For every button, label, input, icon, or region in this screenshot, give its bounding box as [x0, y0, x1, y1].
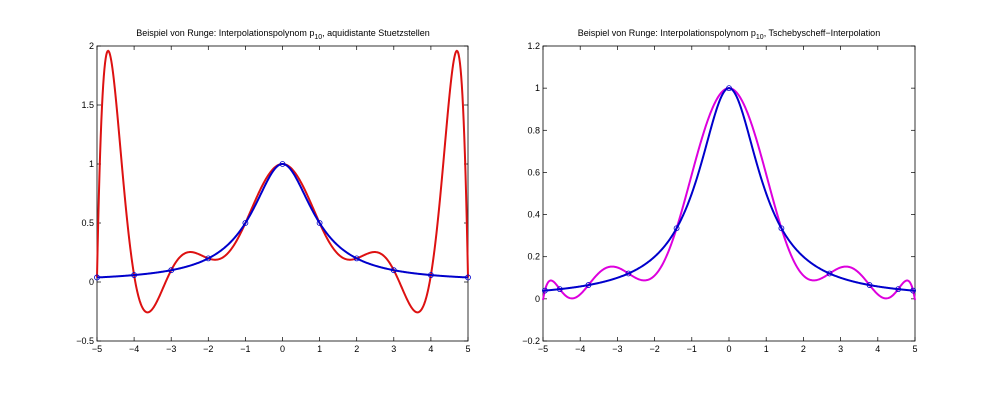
y-tick-label: −0.2	[522, 336, 540, 346]
ticks-chebyshev: −5 −4 −3 −2 −1 0 1 2 3 4 5 −0.2 0 0.2 0.4 0.6 0.8 1 1.2	[522, 41, 917, 354]
x-tick-label: −1	[240, 344, 250, 354]
nodes-chebyshev	[541, 85, 917, 294]
y-tick-label: 1.5	[81, 100, 94, 110]
axes-box-equidistant	[96, 45, 469, 342]
chart-panel-chebyshev: Beispiel von Runge: Interpolationspolyno…	[522, 28, 917, 354]
interpolation-node-marker	[316, 220, 323, 226]
interpolation-node-marker	[726, 85, 732, 92]
y-tick-label: 0.8	[527, 125, 540, 135]
interpolation-node-marker	[585, 282, 592, 288]
x-tick-label: 1	[317, 344, 322, 354]
interpolation-node-marker	[131, 272, 138, 278]
x-tick-label: 3	[391, 344, 396, 354]
y-tick-label: −0.5	[76, 336, 94, 346]
x-tick-label: 0	[726, 344, 731, 354]
interpolation-node-marker	[673, 225, 680, 232]
y-tick-label: 0.2	[527, 252, 540, 262]
interpolation-node-marker	[242, 220, 249, 226]
interpolation-node-marker	[205, 255, 212, 262]
interpolation-node-marker	[625, 270, 632, 277]
interpolation-node-marker	[556, 286, 563, 293]
y-tick-label: 2	[89, 41, 94, 51]
x-tick-label: 5	[465, 344, 470, 354]
interpolation-node-marker	[465, 274, 471, 281]
x-tick-label: 4	[875, 344, 880, 354]
y-tick-label: 1.2	[527, 41, 540, 51]
x-tick-label: 0	[280, 344, 285, 354]
chart-title-equidistant: Beispiel von Runge: Interpolationspolyno…	[136, 28, 430, 41]
function-curve-equidistant	[96, 162, 469, 279]
y-tick-label: 1	[535, 83, 540, 93]
y-tick-label: 0.4	[527, 210, 540, 220]
x-tick-label: −4	[575, 344, 585, 354]
interpolation-node-marker	[94, 274, 100, 281]
x-tick-label: −2	[203, 344, 213, 354]
x-tick-label: −5	[92, 344, 102, 354]
x-tick-label: 2	[801, 344, 806, 354]
y-tick-label: 0.5	[81, 218, 94, 228]
x-tick-label: −3	[612, 344, 622, 354]
interpolation-node-marker	[541, 287, 548, 294]
nodes-equidistant	[94, 161, 471, 281]
y-tick-label: 0.6	[527, 167, 540, 177]
x-tick-label: −5	[538, 344, 548, 354]
interpolation-node-marker	[353, 255, 360, 262]
interpolation-node-marker	[866, 282, 873, 288]
interpolation-node-marker	[168, 267, 175, 274]
x-tick-label: 2	[354, 344, 359, 354]
ticks-equidistant: −5 −4 −3 −2 −1 0 1 2 3 4 5 −0.5 0 0.5 1 1.5 2	[76, 41, 470, 354]
y-tick-label: 0	[535, 294, 540, 304]
y-tick-label: 0	[89, 277, 94, 287]
y-tick-label: 1	[89, 159, 94, 169]
interpolation-node-marker	[390, 267, 397, 274]
interpolation-node-marker	[427, 272, 434, 278]
function-curve-chebyshev	[542, 87, 916, 292]
x-tick-label: 1	[764, 344, 769, 354]
interpolation-node-marker	[910, 287, 917, 294]
chart-title-chebyshev: Beispiel von Runge: Interpolationspolyno…	[578, 28, 880, 41]
interpolation-node-marker	[895, 286, 902, 293]
interpolation-node-marker	[826, 270, 833, 277]
x-tick-label: −3	[166, 344, 176, 354]
x-tick-label: −1	[687, 344, 697, 354]
x-tick-label: 3	[838, 344, 843, 354]
chart-panel-equidistant: Beispiel von Runge: Interpolationspolyno…	[76, 28, 471, 354]
interpolation-node-marker	[279, 161, 286, 167]
interpolation-node-marker	[778, 225, 785, 232]
x-tick-label: 4	[428, 344, 433, 354]
x-tick-label: 5	[912, 344, 917, 354]
x-tick-label: −4	[129, 344, 139, 354]
x-tick-label: −2	[649, 344, 659, 354]
